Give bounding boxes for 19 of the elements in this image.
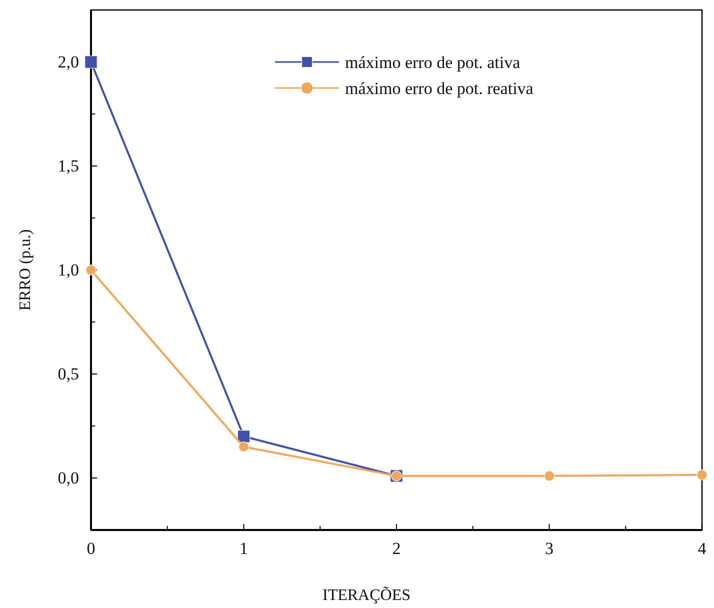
point — [238, 441, 250, 452]
y-tick-label: 0,5 — [58, 364, 79, 384]
x-tick-label: 2 — [392, 539, 401, 558]
point — [696, 470, 708, 480]
y-tick-label: 2,0 — [58, 52, 79, 72]
legend-label: máximo erro de pot. ativa — [345, 53, 521, 72]
legend-label: máximo erro de pot. reativa — [345, 79, 534, 98]
y-tick-label: 1,0 — [58, 260, 79, 280]
y-tick-label: 0,0 — [58, 468, 79, 488]
x-tick-label: 1 — [240, 539, 248, 558]
point — [84, 56, 98, 68]
y-axis-title: ERRO (p.u.) — [17, 229, 34, 311]
point — [86, 264, 96, 276]
point — [544, 470, 555, 482]
x-axis-title: ITERAÇÕES — [322, 586, 410, 604]
x-tick-label: 3 — [545, 539, 554, 558]
x-tick-label: 4 — [698, 539, 707, 558]
x-tick-label: 0 — [86, 539, 96, 558]
y-tick-label: 1,5 — [58, 156, 79, 176]
